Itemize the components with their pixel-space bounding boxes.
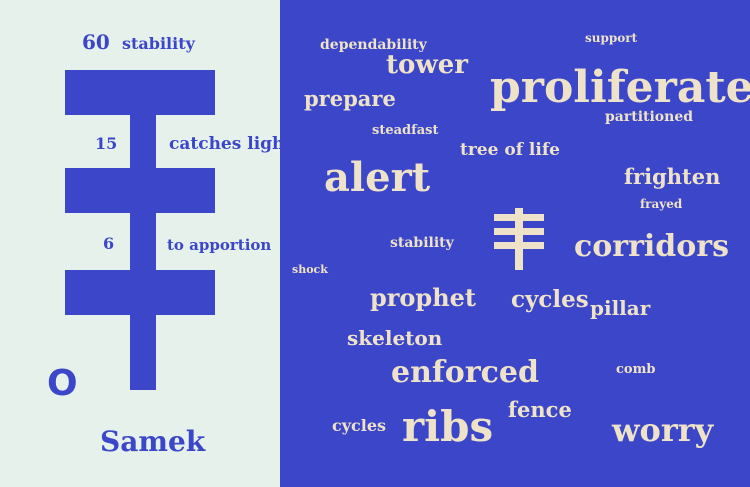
- word-frayed: frayed: [640, 197, 683, 211]
- word-steadfast: steadfast: [372, 123, 439, 138]
- word-prepare: prepare: [304, 86, 396, 111]
- word-shock: shock: [292, 263, 328, 276]
- word-prophet: prophet: [370, 283, 477, 312]
- word-corridors: corridors: [574, 229, 729, 264]
- value-meaning-3: to apportion: [167, 236, 272, 254]
- word-cycles-1: cycles: [511, 286, 589, 313]
- glyph-bar-1: [65, 70, 215, 115]
- word-skeleton: skeleton: [347, 326, 443, 350]
- glyph-bar-3: [65, 270, 215, 315]
- word-ribs: ribs: [402, 402, 494, 451]
- word-stability: stability: [390, 235, 454, 251]
- word-partitioned: partitioned: [605, 109, 694, 125]
- word-tree-of-life: tree of life: [460, 140, 560, 160]
- value-number-2: 15: [95, 134, 118, 153]
- letter-o: O: [47, 363, 78, 404]
- word-proliferate: proliferate: [490, 62, 750, 113]
- word-comb: comb: [616, 362, 656, 377]
- letter-name: Samek: [100, 425, 206, 458]
- word-cloud-panel: dependability support tower prepare prol…: [280, 0, 750, 487]
- word-cycles-2: cycles: [332, 416, 387, 435]
- word-tower: tower: [386, 50, 468, 80]
- samekh-glyph-icon: [494, 208, 544, 270]
- value-meaning-2: catches light: [169, 134, 293, 154]
- value-meaning-1: stability: [122, 34, 195, 53]
- word-fence: fence: [508, 397, 572, 422]
- glyph-bar-2: [65, 168, 215, 213]
- glyph-stem: [130, 70, 156, 390]
- left-panel: 60 stability 15 catches light 6 to appor…: [0, 0, 292, 487]
- word-enforced: enforced: [391, 355, 539, 390]
- word-frighten: frighten: [624, 164, 721, 189]
- value-number-1: 60: [82, 30, 110, 54]
- word-worry: worry: [612, 411, 714, 449]
- word-support: support: [585, 31, 638, 45]
- value-number-3: 6: [103, 234, 115, 253]
- word-dependability: dependability: [320, 37, 427, 53]
- word-pillar: pillar: [590, 296, 651, 320]
- word-alert: alert: [324, 154, 431, 201]
